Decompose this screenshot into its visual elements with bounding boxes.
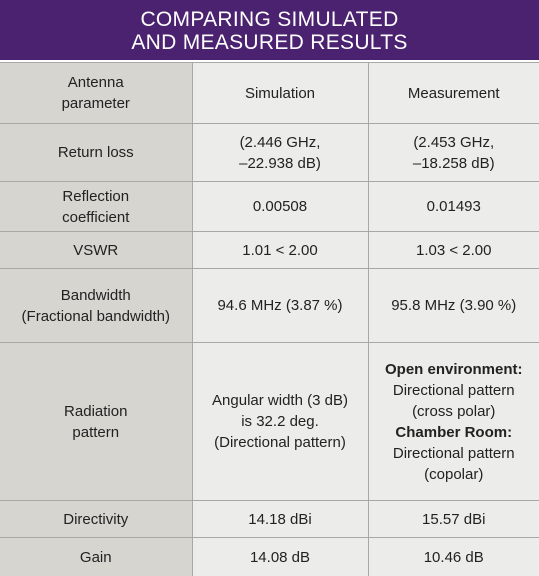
cell-line: (2.453 GHz, [413,133,495,151]
cell-line: (cross polar) [412,402,496,420]
cell-line: Gain [79,548,112,566]
header-cell: Measurement [367,62,539,124]
cell-line: Reflection [62,187,130,205]
cell-line: 10.46 dB [423,548,484,566]
header-row: Antenna parameter Simulation Measurement [0,62,539,124]
table-cell: Directivity [0,500,193,538]
cell-line: (2.446 GHz, [239,133,321,151]
cell-line: Measurement [407,84,500,102]
table-row: Reflection coefficient 0.00508 0.01493 [0,181,539,232]
table-cell: Bandwidth (Fractional bandwidth) [0,268,193,343]
cell-line: Angular width (3 dB) [212,392,348,409]
table-cell: (2.453 GHz, –18.258 dB) [367,123,539,182]
table-row: VSWR 1.01 < 2.00 1.03 < 2.00 [0,231,539,269]
table-cell: 15.57 dBi [367,500,539,538]
cell-line: 1.03 < 2.00 [416,241,492,259]
cell-line: Simulation [244,84,316,102]
title-line: COMPARING SIMULATED [140,8,399,31]
cell-line: Radiation [64,402,128,420]
cell-line: Bandwidth [60,286,131,304]
table-cell: 0.01493 [367,181,539,232]
cell-line: Antenna [67,74,124,91]
cell-line: Directional pattern [392,444,515,462]
cell-line: Return loss [57,144,134,161]
table-cell: Reflection coefficient [0,181,193,232]
cell-line: 15.57 dBi [422,510,486,528]
table-cell: 0.00508 [191,181,369,232]
cell-line: 94.6 MHz (3.87 %) [217,297,343,314]
table-cell: 10.46 dB [367,537,539,576]
table-cell: 14.08 dB [191,537,369,576]
table-cell: 1.01 < 2.00 [191,231,369,269]
cell-line: 14.08 dB [249,548,311,566]
cell-line: (Fractional bandwidth) [21,307,170,325]
table-cell: Return loss [0,123,193,182]
table-row: Bandwidth (Fractional bandwidth) 94.6 MHz … [0,268,539,343]
table-row: Radiation pattern Angular width (3 dB) is 3… [0,342,539,501]
table-cell: 95.8 MHz (3.90 %) [367,268,539,343]
table-cell: 14.18 dBi [191,500,369,538]
cell-line: coefficient [62,208,130,226]
cell-line: Open environment: [384,360,523,378]
table-row: Gain 14.08 dB 10.46 dB [0,537,539,576]
cell-line: 14.18 dBi [248,510,312,528]
cell-line: VSWR [73,241,119,259]
cell-line: parameter [61,95,130,112]
title-banner: COMPARING SIMULATED AND MEASURED RESULTS [0,0,539,62]
results-table: Antenna parameter Simulation Measurement Ret… [0,62,539,576]
cell-line: (Directional pattern) [214,434,346,451]
cell-line: (copolar) [424,465,484,483]
header-cell: Antenna parameter [0,62,193,124]
cell-line: pattern [72,423,120,441]
table-cell: Gain [0,537,193,576]
cell-line: 1.01 < 2.00 [242,241,318,259]
cell-line: –18.258 dB) [412,154,495,172]
title-line: AND MEASURED RESULTS [131,31,408,54]
cell-line: 95.8 MHz (3.90 %) [391,297,517,314]
table-cell: VSWR [0,231,193,269]
cell-line: Chamber Room: [395,423,513,441]
cell-line: 0.01493 [426,198,481,215]
cell-line: Directional pattern [392,381,515,399]
table-cell: Angular width (3 dB) is 32.2 deg. (Directi… [191,342,369,501]
table-cell: Radiation pattern [0,342,193,501]
table-row: Return loss (2.446 GHz, –22.938 dB) (2.453 … [0,123,539,182]
table-cell: Open environment: Directional pattern (cro… [367,342,539,501]
table-cell: 1.03 < 2.00 [367,231,539,269]
table-cell: (2.446 GHz, –22.938 dB) [191,123,369,182]
table-row: Directivity 14.18 dBi 15.57 dBi [0,500,539,538]
cell-line: Directivity [63,510,129,528]
table-cell: 94.6 MHz (3.87 %) [191,268,369,343]
cell-line: is 32.2 deg. [241,413,319,430]
header-cell: Simulation [191,62,369,124]
cell-line: 0.00508 [252,198,308,215]
cell-line: –22.938 dB) [239,154,321,172]
